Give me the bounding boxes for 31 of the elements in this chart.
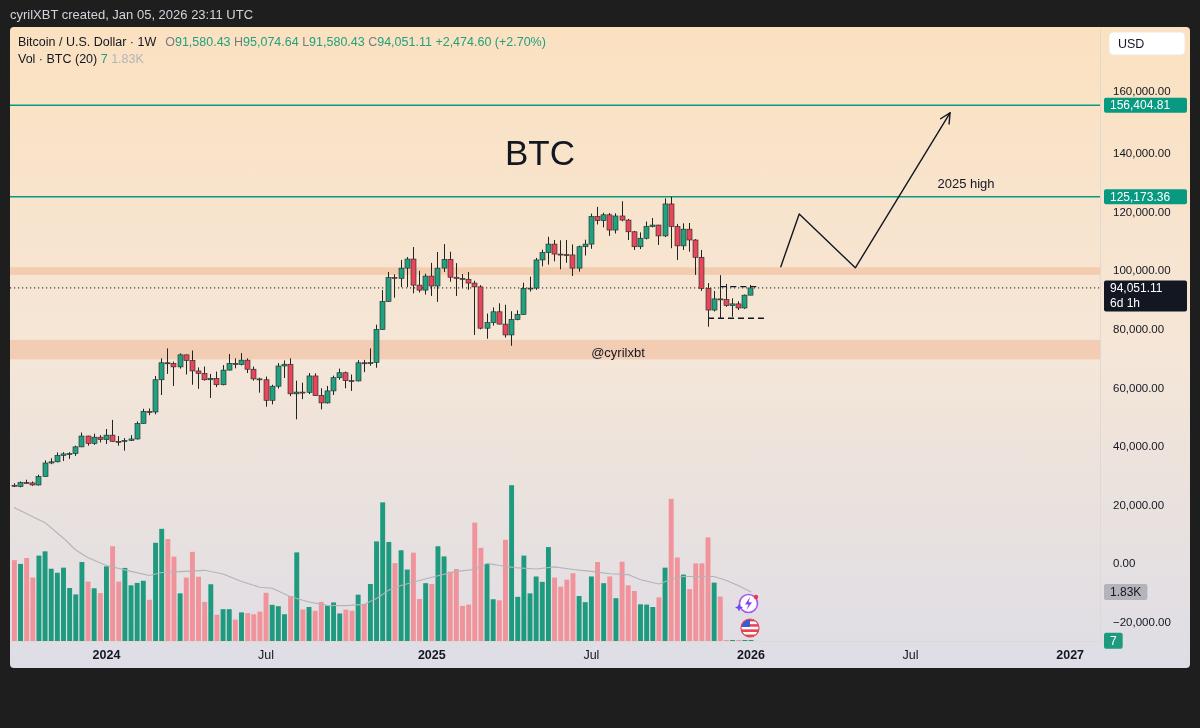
ref-line-label: 125,173.36 <box>1110 189 1171 204</box>
y-tick-label: 20,000.00 <box>1113 498 1165 511</box>
text: USD <box>1118 37 1145 51</box>
x-tick-label: 2024 <box>92 648 121 662</box>
text: Vol · BTC (20) 7 1.83K <box>18 52 145 66</box>
text: Bitcoin / U.S. Dollar · 1W <box>18 35 157 49</box>
y-tick-label: −20,000.00 <box>1113 616 1171 629</box>
text: 6d 1h <box>1110 295 1141 310</box>
x-tick-label: 2026 <box>737 648 765 662</box>
x-tick-label: 2027 <box>1056 648 1085 662</box>
annotation: BTC <box>505 133 575 172</box>
x-tick-label: Jul <box>583 648 600 662</box>
y2-tick-label: 7 <box>1110 633 1117 648</box>
y-tick-label: 120,000.00 <box>1113 205 1171 218</box>
x-tick-label: Jul <box>902 648 919 662</box>
text: cyrilXBT created, Jan 05, 2026 23:11 UTC <box>10 7 254 22</box>
y-tick-label: 80,000.00 <box>1113 323 1165 336</box>
y-tick-label: 40,000.00 <box>1113 440 1165 453</box>
y-tick-label: 140,000.00 <box>1113 147 1171 160</box>
y-tick-label: 160,000.00 <box>1113 84 1171 97</box>
x-tick-label: Jul <box>258 648 275 662</box>
y-tick-label: 60,000.00 <box>1113 381 1165 394</box>
annotation: 2025 high <box>937 176 995 191</box>
ref-line-label: 94,051.11 <box>1110 280 1163 295</box>
y-tick-label: 100,000.00 <box>1113 264 1171 277</box>
y2-tick-label: 1.83K <box>1110 585 1142 600</box>
ref-line-label: 156,404.81 <box>1110 98 1171 113</box>
text: O91,580.43 H95,074.64 L91,580.43 C94,051.11 +2,474.60 (+2.70%) <box>165 35 546 49</box>
x-tick-label: 2025 <box>417 648 446 662</box>
annotation: @cyrilxbt <box>591 345 646 360</box>
y-tick-label: 0.00 <box>1113 557 1136 570</box>
